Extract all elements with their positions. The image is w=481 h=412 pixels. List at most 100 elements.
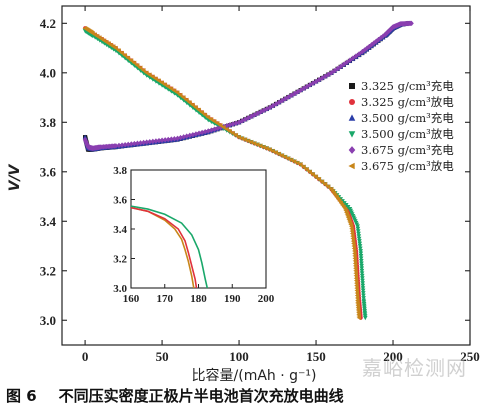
- data-point: [356, 236, 362, 242]
- data-point: [362, 315, 368, 321]
- data-point: [270, 148, 275, 154]
- data-point: [199, 129, 205, 136]
- data-point: [135, 140, 140, 146]
- data-point: [316, 176, 322, 182]
- legend-marker: [348, 131, 356, 138]
- data-point: [373, 38, 379, 45]
- data-point: [378, 35, 384, 41]
- data-point: [313, 174, 318, 180]
- data-point: [279, 153, 285, 158]
- legend-marker: [348, 162, 355, 170]
- inset-x-tick-label: 190: [224, 293, 241, 305]
- data-point: [298, 162, 303, 167]
- data-point: [361, 296, 366, 301]
- data-point: [356, 315, 362, 321]
- data-point: [319, 179, 325, 184]
- data-point: [282, 154, 288, 160]
- inset-plot-area: 160 170 180 190 200 3.0 3.2 3.4 3.6 3.8: [113, 165, 275, 305]
- data-point: [221, 124, 226, 130]
- figure-caption-text: 不同压实密度正极片半电池首次充放电曲线: [58, 387, 344, 405]
- inset-x-tick-label: 200: [258, 293, 275, 305]
- data-point: [184, 133, 190, 139]
- data-point: [175, 135, 180, 142]
- data-point: [358, 246, 363, 252]
- data-point: [301, 164, 306, 170]
- legend-label: 3.675 g/cm³放电: [361, 159, 454, 173]
- data-point: [171, 88, 177, 93]
- inset-frame: [130, 169, 267, 289]
- data-point: [187, 132, 193, 139]
- data-point: [344, 59, 350, 66]
- data-point: [288, 157, 294, 163]
- legend-label: 3.325 g/cm³放电: [361, 95, 454, 109]
- data-point: [358, 258, 364, 264]
- data-point: [360, 276, 365, 281]
- data-point: [134, 63, 140, 68]
- data-point: [409, 20, 414, 27]
- data-point: [147, 72, 152, 78]
- data-point: [359, 261, 364, 266]
- data-point: [322, 181, 328, 187]
- series-5: [82, 20, 414, 152]
- data-point: [193, 131, 199, 137]
- data-point: [116, 142, 122, 149]
- figure-caption: 图 6 不同压实密度正极片半电池首次充放电曲线: [6, 385, 476, 406]
- data-point: [360, 286, 366, 291]
- series-6: [82, 25, 362, 321]
- data-point: [113, 143, 119, 149]
- data-point: [224, 126, 229, 132]
- x-tick-label: 0: [82, 349, 89, 364]
- data-point: [150, 138, 156, 145]
- data-point: [347, 57, 353, 63]
- data-point: [218, 122, 223, 128]
- data-point: [355, 229, 361, 234]
- data-point: [332, 67, 337, 74]
- data-point: [360, 283, 366, 289]
- data-point: [141, 139, 146, 146]
- y-tick-label: 3.8: [40, 115, 57, 130]
- data-point: [205, 128, 211, 134]
- data-point: [358, 249, 363, 254]
- data-point: [131, 60, 137, 66]
- inset-x-tick-label: 180: [190, 293, 207, 305]
- data-point: [273, 150, 278, 155]
- x-tick-label: 150: [306, 349, 326, 364]
- data-point: [196, 130, 202, 136]
- data-point: [214, 120, 220, 126]
- data-point: [380, 33, 386, 39]
- data-point: [360, 288, 366, 294]
- data-point: [359, 263, 364, 269]
- inset-series-2: [130, 206, 198, 289]
- data-point: [233, 120, 239, 126]
- y-tick-label: 3.4: [40, 214, 57, 229]
- data-point: [141, 68, 146, 73]
- data-point: [208, 117, 214, 122]
- data-point: [168, 86, 174, 91]
- data-point: [359, 268, 365, 274]
- x-tick-label: 200: [383, 349, 403, 364]
- data-point: [233, 132, 238, 138]
- data-point: [162, 137, 168, 143]
- data-point: [356, 234, 362, 239]
- data-point: [307, 169, 312, 175]
- data-point: [209, 127, 214, 133]
- data-point: [190, 131, 196, 138]
- data-point: [357, 244, 363, 249]
- data-point: [360, 281, 365, 286]
- data-point: [162, 82, 168, 87]
- data-point: [371, 40, 377, 46]
- data-point: [116, 48, 121, 53]
- inset-x-tick-label: 160: [123, 293, 140, 305]
- legend-marker: [348, 146, 356, 154]
- data-point: [358, 256, 364, 261]
- data-point: [165, 136, 171, 143]
- data-point: [178, 134, 183, 141]
- data-point: [224, 123, 230, 129]
- data-point: [172, 136, 177, 142]
- data-point: [361, 293, 366, 299]
- data-point: [125, 141, 131, 148]
- data-point: [138, 140, 143, 146]
- data-point: [215, 125, 220, 132]
- data-point: [138, 65, 143, 71]
